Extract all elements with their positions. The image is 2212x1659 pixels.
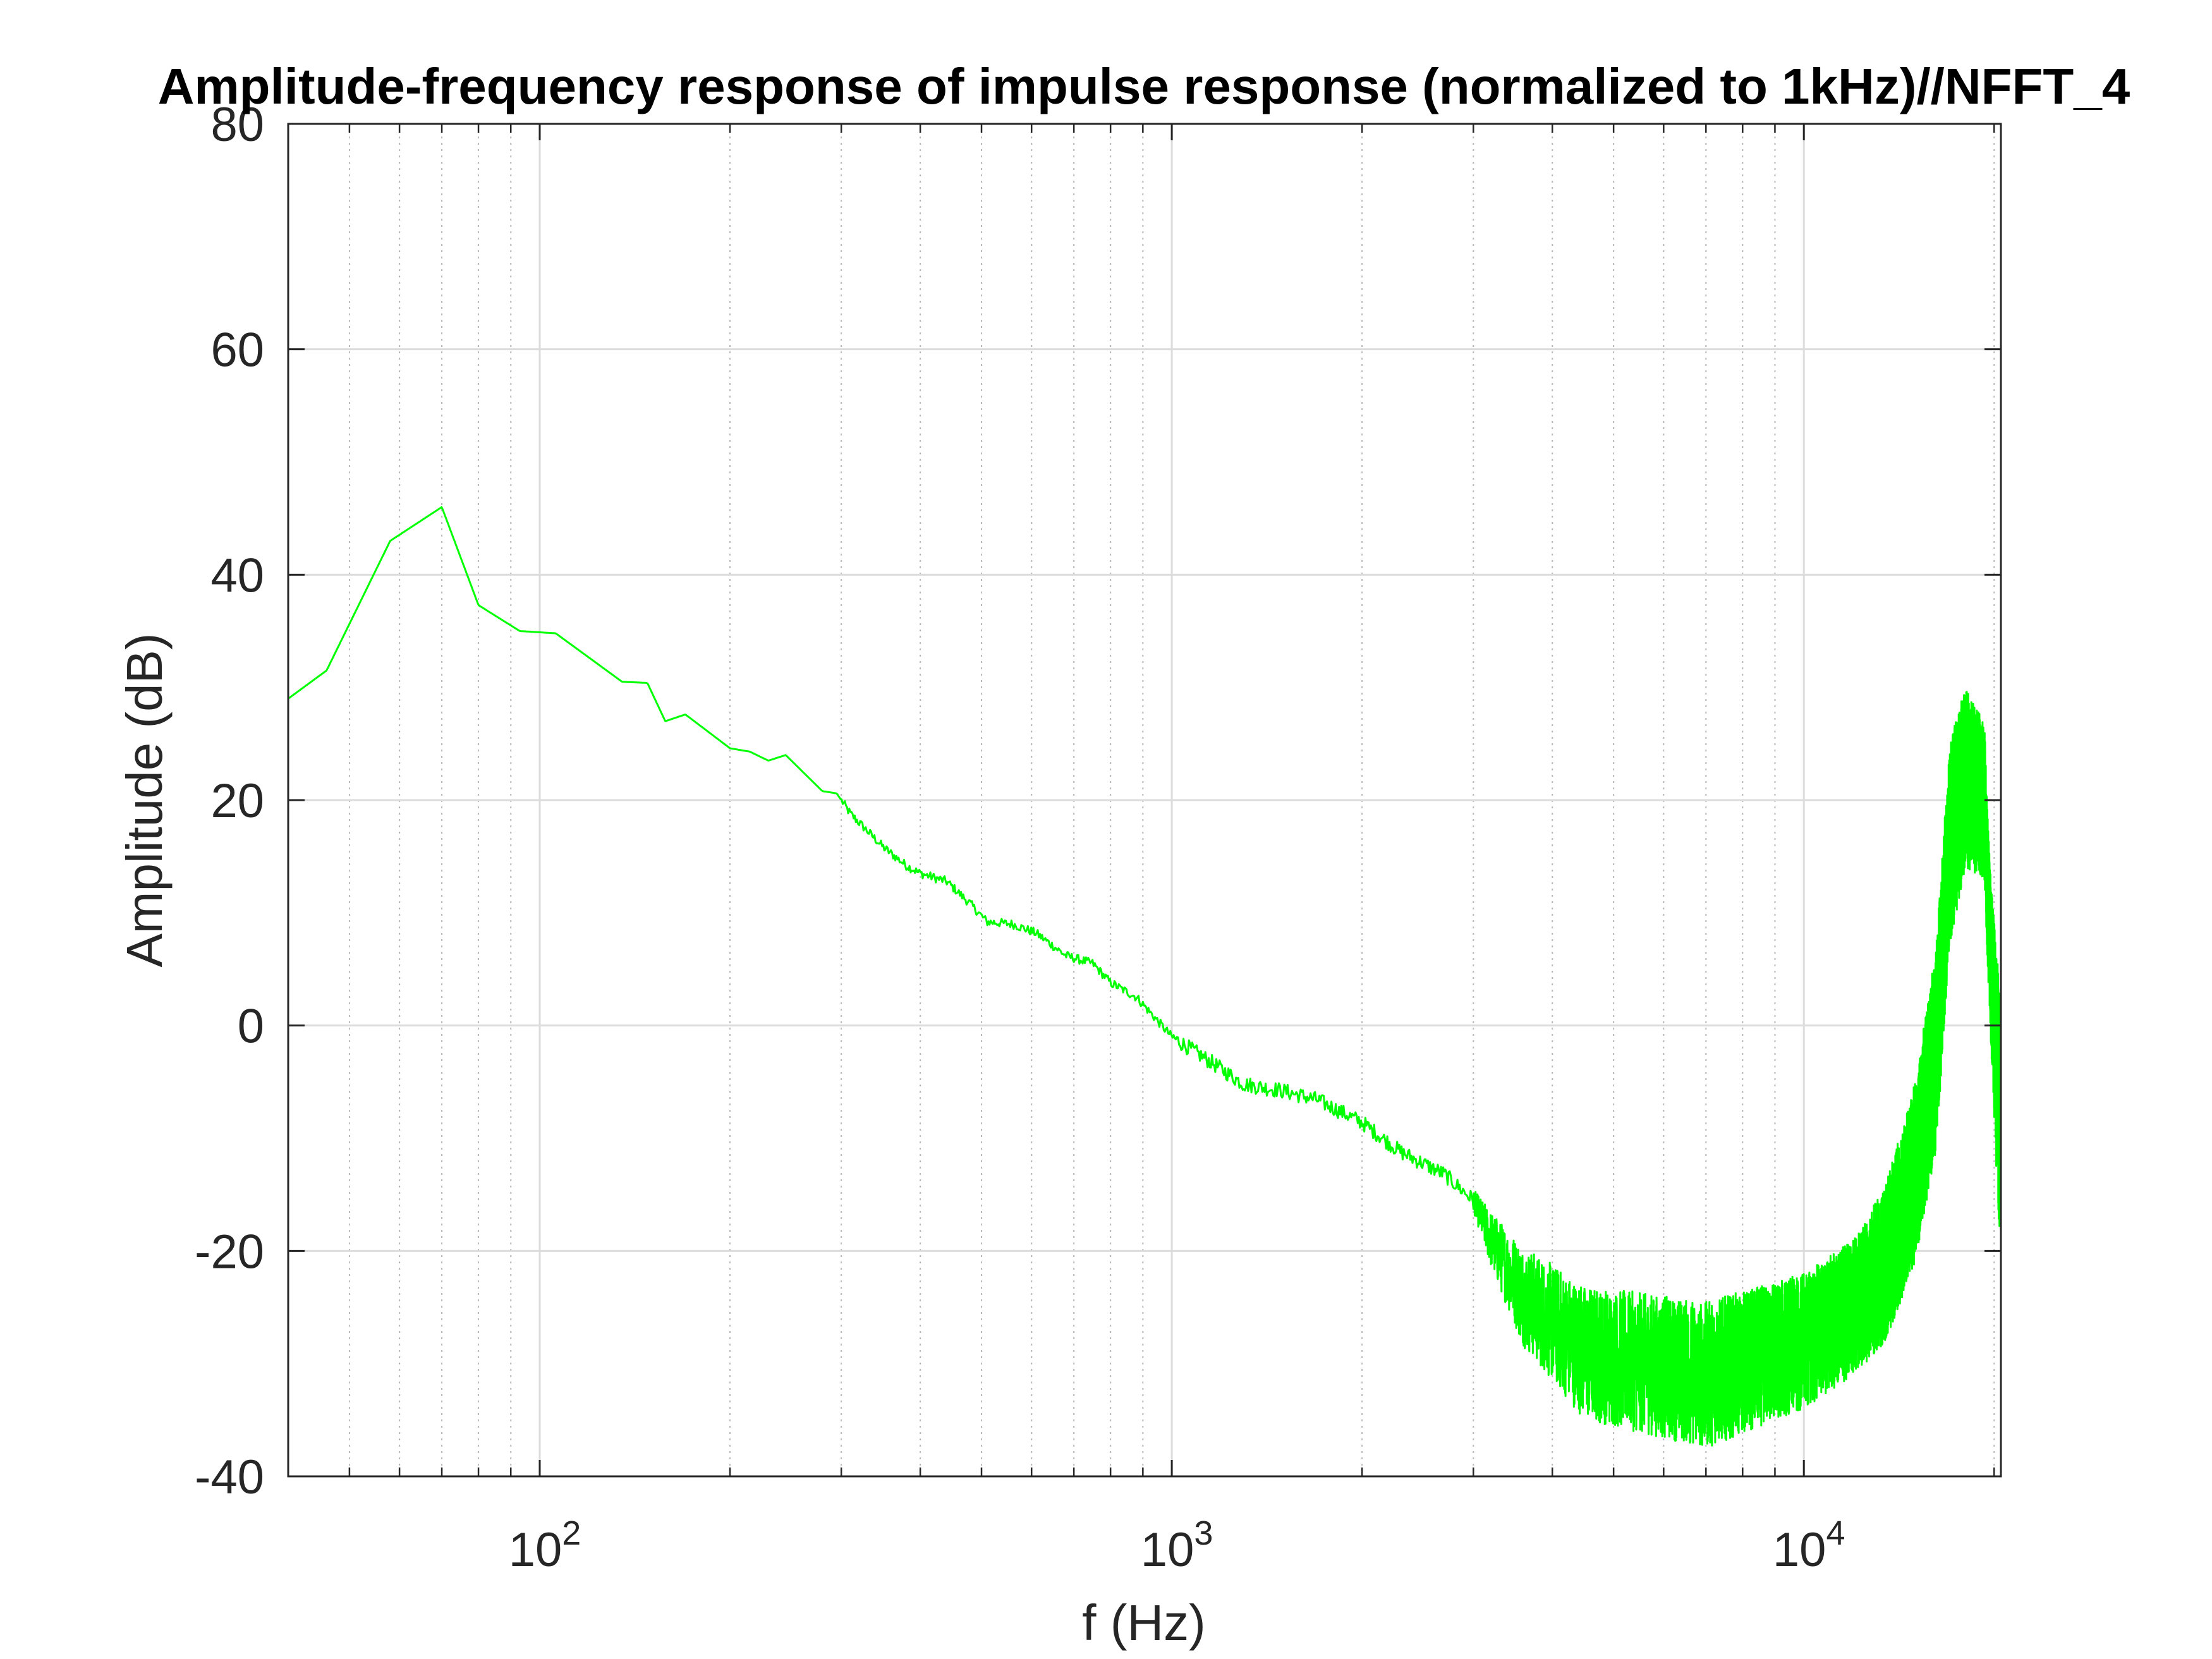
- ticks: [288, 123, 2001, 1478]
- grid: [288, 124, 2001, 1476]
- y-axis-label: Amplitude (dB): [116, 633, 173, 967]
- y-tick-label: 0: [238, 1000, 264, 1054]
- y-tick-label: -40: [195, 1450, 264, 1504]
- y-tick-label: 80: [210, 98, 264, 152]
- y-tick-label: 20: [210, 774, 264, 828]
- y-tick-label: -20: [195, 1225, 264, 1279]
- tick-labels: 102 103 104 -40 -20 0 20 40 60 80: [195, 98, 1845, 1577]
- y-tick-label: 60: [210, 324, 264, 377]
- x-axis-label: f (Hz): [1082, 1595, 1206, 1651]
- series-layer: [288, 506, 2002, 1447]
- series-line: [288, 506, 2002, 1447]
- x-tick-label: 104: [1773, 1514, 1845, 1577]
- x-tick-label: 103: [1141, 1514, 1213, 1577]
- y-tick-label: 40: [210, 549, 264, 602]
- chart-title: Amplitude-frequency response of impulse …: [158, 58, 2130, 114]
- x-tick-label: 102: [509, 1514, 581, 1577]
